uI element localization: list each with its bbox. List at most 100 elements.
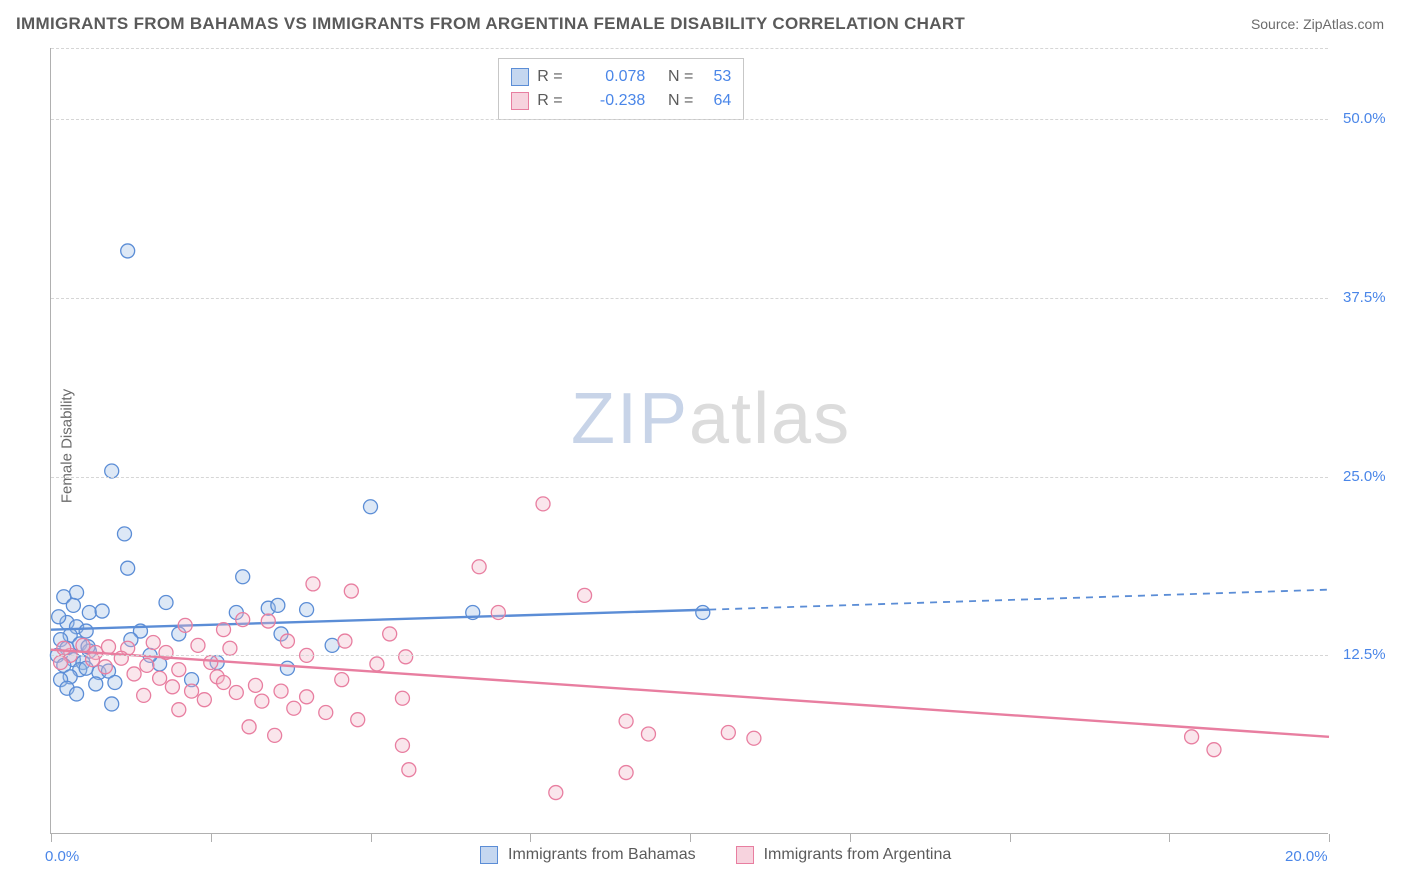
data-point [335,673,349,687]
data-point [472,560,486,574]
legend-swatch [511,92,529,110]
x-tick [850,834,851,842]
x-tick [51,834,52,842]
data-point [191,638,205,652]
data-point [319,706,333,720]
legend-r-label: R = [537,92,567,110]
data-point [185,684,199,698]
data-point [619,714,633,728]
legend-series: Immigrants from Bahamas Immigrants from A… [480,846,951,864]
x-tick [530,834,531,842]
legend-swatch [736,846,754,864]
data-point [127,667,141,681]
data-point [300,603,314,617]
y-tick-label: 50.0% [1343,110,1386,127]
data-point [402,763,416,777]
data-point [300,690,314,704]
data-point [261,614,275,628]
gridline [51,48,1328,49]
data-point [721,726,735,740]
data-point [1207,743,1221,757]
legend-corr-row: R =-0.238N =64 [511,89,731,113]
data-point [325,638,339,652]
data-point [399,650,413,664]
legend-series-label: Immigrants from Argentina [764,846,952,864]
data-point [52,610,66,624]
x-tick [1329,834,1330,842]
data-point [172,663,186,677]
data-point [274,684,288,698]
legend-r-value: 0.078 [575,68,645,86]
data-point [338,634,352,648]
data-point [364,500,378,514]
data-point [395,738,409,752]
data-point [578,588,592,602]
data-point [98,660,112,674]
x-tick-label: 20.0% [1285,848,1328,865]
data-point [102,640,116,654]
data-point [536,497,550,511]
gridline [51,298,1328,299]
data-point [641,727,655,741]
data-point [197,693,211,707]
data-point [491,605,505,619]
data-point [217,676,231,690]
chart-title: IMMIGRANTS FROM BAHAMAS VS IMMIGRANTS FR… [16,14,965,34]
data-point [95,604,109,618]
gridline [51,119,1328,120]
data-point [105,697,119,711]
legend-n-label: N = [653,68,693,86]
data-point [280,634,294,648]
data-point [79,624,93,638]
data-point [747,731,761,745]
y-tick-label: 25.0% [1343,468,1386,485]
legend-n-label: N = [653,92,693,110]
data-point [248,678,262,692]
plot-area: ZIPatlas R =0.078N =53R =-0.238N =64 12.… [50,48,1328,834]
data-point [242,720,256,734]
legend-series-item: Immigrants from Argentina [736,846,952,864]
data-point [82,605,96,619]
x-tick [211,834,212,842]
data-point [121,244,135,258]
data-point [619,766,633,780]
data-point [137,688,151,702]
y-tick-label: 37.5% [1343,289,1386,306]
data-point [383,627,397,641]
legend-r-label: R = [537,68,567,86]
data-point [165,680,179,694]
data-point [140,658,154,672]
data-point [117,527,131,541]
data-point [344,584,358,598]
data-point [223,641,237,655]
x-tick-label: 0.0% [45,848,79,865]
legend-swatch [511,68,529,86]
data-point [76,638,90,652]
legend-series-item: Immigrants from Bahamas [480,846,696,864]
regression-line [51,610,709,630]
data-point [204,656,218,670]
data-point [549,786,563,800]
data-point [1185,730,1199,744]
source-label: Source: ZipAtlas.com [1251,16,1384,32]
data-point [172,703,186,717]
data-point [370,657,384,671]
data-point [153,671,167,685]
data-point [121,561,135,575]
data-point [146,636,160,650]
plot-svg [51,48,1328,833]
data-point [280,661,294,675]
data-point [108,676,122,690]
data-point [229,686,243,700]
data-point [696,605,710,619]
x-tick [1010,834,1011,842]
regression-line-dashed [709,590,1329,610]
data-point [178,618,192,632]
data-point [236,570,250,584]
data-point [287,701,301,715]
legend-series-label: Immigrants from Bahamas [508,846,696,864]
gridline [51,655,1328,656]
data-point [351,713,365,727]
legend-swatch [480,846,498,864]
data-point [268,728,282,742]
